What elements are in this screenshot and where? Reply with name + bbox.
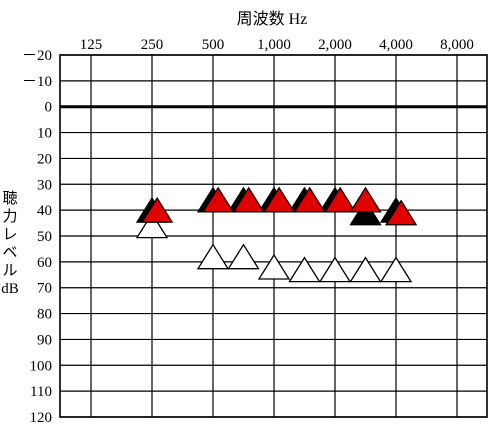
x-tick-label: 8,000: [440, 37, 474, 53]
x-axis-title: 周波数 Hz: [237, 10, 308, 28]
y-axis-title-part: 聴: [2, 190, 17, 207]
y-axis-title-part: ベ: [2, 245, 17, 261]
x-tick-label: 500: [202, 37, 225, 53]
y-tick-label: 10: [37, 126, 52, 142]
red-triangle-marker: [262, 186, 296, 213]
y-tick-label: 100: [30, 358, 53, 374]
red-triangle-marker: [384, 199, 418, 226]
y-tick-labels: －20 －10 0 10 20 30 40 50 60 70 80 90 100 110 120: [22, 48, 52, 426]
open-triangle-marker: [196, 243, 230, 270]
y-tick-label: 80: [37, 307, 52, 323]
x-tick-label: 4,000: [379, 37, 413, 53]
y-axis-title-part: dB: [1, 281, 19, 297]
y-tick-label: 70: [37, 281, 52, 297]
red-triangle-marker: [323, 186, 357, 213]
y-axis-title-part: レ: [2, 227, 17, 243]
y-tick-label: 30: [37, 177, 52, 193]
y-tick-label: －20: [22, 48, 52, 64]
red-triangle-marker: [232, 186, 265, 213]
y-tick-label: 110: [30, 384, 52, 400]
open-triangle-marker: [379, 256, 413, 283]
x-tick-label: 250: [141, 37, 164, 53]
y-tick-label: 50: [37, 229, 52, 245]
x-tick-label: 125: [80, 37, 103, 53]
y-tick-label: 40: [37, 203, 52, 219]
open-triangle-marker: [349, 256, 382, 283]
y-tick-label: 0: [45, 100, 53, 116]
open-triangle-marker: [135, 212, 169, 239]
red-triangle-marker: [140, 196, 174, 223]
x-tick-label: 1,000: [257, 37, 291, 53]
y-axis-title-part: ル: [2, 263, 17, 279]
red-triangle-marker: [349, 186, 382, 213]
red-triangle-marker: [201, 186, 235, 213]
y-axis-title-part: 力: [2, 208, 17, 225]
red-triangle-marker: [293, 186, 326, 213]
open-triangle-marker: [318, 256, 352, 283]
y-tick-label: 20: [37, 151, 52, 167]
open-triangle-marker: [227, 243, 260, 270]
y-tick-label: 120: [30, 410, 53, 426]
open-triangle-marker: [257, 253, 291, 280]
y-tick-label: 90: [37, 332, 52, 348]
y-tick-label: 60: [37, 255, 52, 271]
chart-marks: [135, 186, 418, 283]
chart-grid: [59, 54, 488, 418]
x-tick-labels: 125 250 500 1,000 2,000 4,000 8,000: [80, 37, 474, 53]
y-tick-label: －10: [22, 74, 52, 90]
plot-frame: [59, 54, 488, 418]
black-triangle-marker: [349, 199, 382, 226]
open-triangle-marker: [288, 256, 321, 283]
x-tick-label: 2,000: [318, 37, 352, 53]
